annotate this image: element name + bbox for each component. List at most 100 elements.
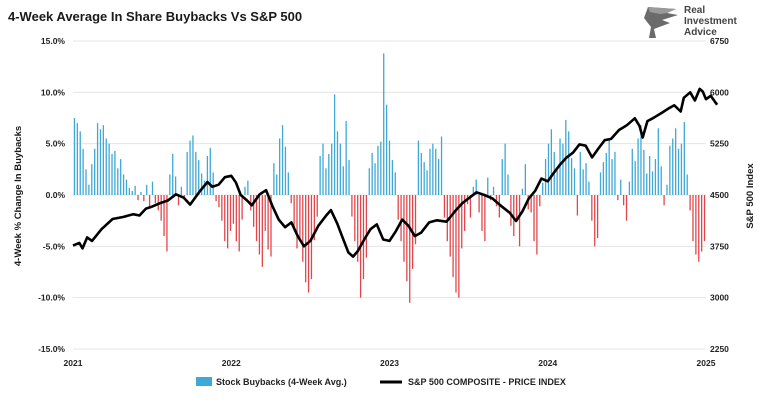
buyback-bar [492, 186, 495, 195]
buyback-bar [576, 195, 579, 216]
buyback-bar [469, 195, 472, 218]
buyback-bar [238, 195, 240, 252]
left-tick-label: 0.0% [46, 190, 66, 200]
buyback-bar [591, 195, 593, 221]
right-tick-label: 6000 [710, 87, 729, 97]
buyback-bar [544, 159, 547, 195]
buyback-bar [85, 169, 87, 195]
buyback-bar [703, 195, 706, 242]
left-axis-ticks: 15.0% 10.0% 5.0% 0.0% -5.0% -10.0% -15.0% [38, 36, 65, 354]
buyback-bar [244, 186, 246, 195]
buyback-bar [131, 190, 133, 195]
buyback-bar [524, 164, 526, 195]
right-tick-label: 4500 [710, 190, 729, 200]
buyback-bar [530, 195, 532, 213]
buyback-bar [643, 149, 645, 195]
company-logo: Real Investment Advice [644, 5, 737, 38]
buyback-bar [686, 174, 688, 195]
buyback-bar [258, 195, 261, 255]
buyback-bar [646, 173, 648, 195]
buyback-bar [594, 195, 596, 247]
buyback-bar [313, 195, 315, 241]
buyback-bar [293, 195, 295, 231]
buyback-bar [267, 195, 269, 250]
buyback-bar [368, 168, 370, 195]
buyback-bar [117, 168, 119, 195]
sp500-line-layer [72, 87, 719, 258]
buyback-bar [449, 195, 451, 257]
buyback-bar [455, 195, 457, 293]
buyback-bar [596, 195, 599, 239]
buyback-bar [562, 143, 564, 195]
right-axis-title: S&P 500 Index [745, 163, 756, 229]
buyback-bar [628, 181, 631, 195]
buyback-bar [76, 123, 78, 195]
buyback-bar [226, 195, 229, 249]
buyback-bar [680, 143, 683, 195]
buyback-bar [284, 146, 287, 195]
buyback-bar [542, 182, 544, 195]
buyback-bar [264, 195, 266, 231]
buyback-bar [625, 195, 628, 221]
buyback-bar [654, 159, 657, 195]
buyback-bar [570, 158, 573, 195]
buyback-bar [79, 131, 81, 195]
buyback-bar [163, 195, 165, 237]
buyback-bar [631, 148, 633, 195]
buyback-bar [279, 138, 281, 195]
buyback-bar [637, 138, 639, 195]
buyback-bar [423, 162, 425, 195]
buyback-bar [608, 140, 610, 195]
buyback-bar [331, 143, 333, 195]
buyback-bar [354, 195, 356, 242]
buyback-bar [518, 195, 521, 247]
buyback-bar [140, 191, 142, 195]
buyback-bar [189, 140, 191, 195]
buyback-bar [122, 174, 125, 195]
buyback-bar [666, 184, 668, 195]
buyback-bar [215, 195, 217, 202]
buyback-bar [325, 168, 327, 195]
buyback-bar [605, 152, 607, 195]
buyback-bar [689, 195, 691, 211]
right-tick-label: 6750 [710, 36, 729, 46]
buyback-bar [568, 131, 570, 195]
buyback-bar [582, 169, 584, 195]
buyback-bar [533, 195, 535, 242]
right-axis-ticks: 6750 6000 5250 4500 3750 3000 2250 [710, 36, 729, 354]
buyback-bar [221, 195, 223, 221]
buyback-bar [232, 195, 235, 224]
buyback-bar [683, 122, 685, 195]
logo-line-2: Investment [684, 16, 737, 27]
buyback-bar [432, 143, 434, 195]
buyback-bar [501, 159, 503, 195]
buyback-bar [114, 150, 116, 195]
buyback-bar [241, 195, 243, 220]
buyback-bar [657, 128, 659, 195]
buyback-bar [406, 195, 408, 282]
buyback-bar [400, 195, 402, 242]
buyback-bar [316, 195, 318, 217]
buyback-bar [420, 152, 422, 195]
buyback-bar [362, 195, 365, 280]
buyback-bar [510, 195, 512, 226]
buyback-bar [270, 195, 272, 257]
buyback-bar [374, 163, 376, 195]
right-tick-label: 3750 [710, 241, 729, 251]
left-tick-label: -10.0% [38, 293, 65, 303]
buyback-bar [148, 195, 151, 208]
buyback-bar [620, 179, 622, 195]
buyback-bar [461, 195, 463, 249]
buyback-bar [342, 166, 344, 195]
buyback-bar [351, 195, 353, 217]
buyback-bar [426, 170, 428, 195]
left-tick-label: 5.0% [46, 139, 66, 149]
buyback-bar [290, 195, 292, 204]
buyback-bar [348, 160, 350, 195]
buyback-bar [695, 195, 697, 255]
buyback-bar [276, 174, 278, 195]
buyback-bar [99, 129, 102, 195]
buyback-bar [675, 128, 677, 195]
left-tick-label: -15.0% [38, 344, 65, 354]
buyback-bar [174, 176, 177, 195]
